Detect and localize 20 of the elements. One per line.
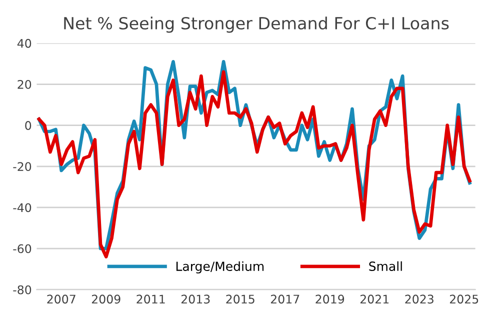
y-tick-label: -40: [13, 203, 32, 212]
chart-title: Net % Seeing Stronger Demand For C+I Loans: [64, 16, 449, 33]
x-tick-label: 2025: [450, 294, 478, 304]
x-tick-label: 2009: [92, 294, 120, 304]
legend-label: Small: [369, 261, 402, 271]
x-tick-label: 2007: [47, 294, 76, 304]
legend-label: Large/Medium: [176, 261, 264, 274]
y-tick-label: -20: [13, 162, 32, 172]
y-tick-label: 0: [25, 121, 32, 130]
y-tick-label: -80: [13, 285, 32, 294]
x-tick-label: 2021: [360, 294, 389, 304]
y-tick-label: 40: [17, 38, 32, 48]
y-tick-label: 20: [18, 80, 32, 89]
x-tick-label: 2023: [405, 294, 434, 304]
x-tick-label: 2017: [270, 294, 300, 304]
x-tick-label: 2019: [316, 294, 344, 304]
x-tick-label: 2015: [226, 294, 254, 304]
x-tick-label: 2011: [136, 294, 165, 304]
y-tick-label: -60: [13, 244, 32, 254]
x-tick-label: 2013: [181, 294, 210, 304]
